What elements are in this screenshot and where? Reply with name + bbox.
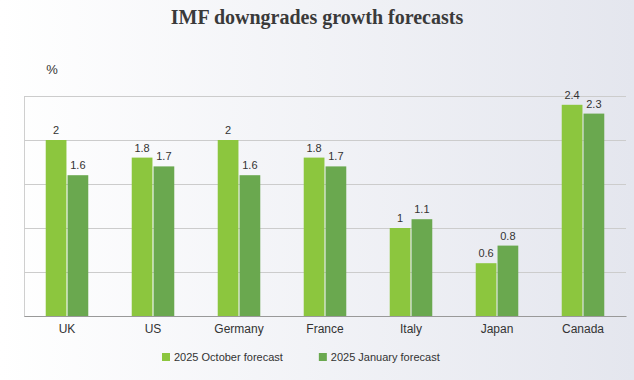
x-tick: Canada bbox=[562, 316, 604, 336]
x-tick-label: US bbox=[145, 322, 162, 336]
data-label: 2 bbox=[53, 124, 59, 136]
x-tick-label: France bbox=[306, 322, 344, 336]
y-tick bbox=[24, 96, 626, 97]
legend-swatch bbox=[319, 353, 327, 361]
grid-line bbox=[24, 96, 626, 97]
grid-line bbox=[24, 184, 626, 185]
bar bbox=[68, 175, 89, 316]
bar bbox=[132, 158, 153, 316]
legend-item: 2025 October forecast bbox=[162, 351, 283, 363]
data-label: 1.6 bbox=[242, 159, 257, 171]
x-tick: Japan bbox=[481, 316, 514, 336]
bar bbox=[412, 219, 433, 316]
y-tick bbox=[24, 272, 626, 273]
bar bbox=[154, 166, 175, 316]
bar bbox=[326, 166, 347, 316]
chart: IMF downgrades growth forecasts 2 1.8 2 1.8 1… bbox=[0, 0, 634, 380]
data-labels: 2 1.8 2 1.8 1 0.6 2.4 1.6 1.7 1.6 1.7 1.1 0.8 2.3 bbox=[53, 89, 602, 259]
title: IMF downgrades growth forecasts bbox=[171, 6, 464, 29]
data-label: 2.3 bbox=[586, 98, 601, 110]
y-axis-line bbox=[25, 97, 627, 317]
grid-line bbox=[24, 228, 626, 229]
data-label: 1.7 bbox=[156, 150, 171, 162]
data-label: 2.4 bbox=[564, 89, 579, 101]
legend-label: 2025 October forecast bbox=[174, 351, 283, 363]
data-label: 0.6 bbox=[478, 247, 493, 259]
y-axis bbox=[24, 97, 626, 317]
data-label: 1 bbox=[397, 212, 403, 224]
y-label: % bbox=[46, 62, 58, 77]
grid-line bbox=[24, 272, 626, 273]
data-label: 0.8 bbox=[500, 230, 515, 242]
y-tick bbox=[24, 228, 626, 229]
x-tick: UK bbox=[59, 316, 76, 336]
bar bbox=[218, 140, 239, 316]
plot: 2 1.8 2 1.8 1 0.6 2.4 1.6 1.7 1.6 1.7 1.1 0.8 2.3 UK US… bbox=[24, 89, 627, 336]
data-label: 1.8 bbox=[134, 142, 149, 154]
y-tick bbox=[24, 316, 626, 317]
bars bbox=[46, 105, 605, 316]
data-label: 1.1 bbox=[414, 203, 429, 215]
x-axis: UK US Germany France Italy Japan Canada bbox=[25, 316, 627, 336]
legend-label: 2025 January forecast bbox=[331, 351, 440, 363]
data-label: 1.6 bbox=[70, 159, 85, 171]
x-tick-label: Canada bbox=[562, 322, 604, 336]
data-label: 2 bbox=[225, 124, 231, 136]
x-axis-line bbox=[25, 316, 627, 317]
x-tick-label: UK bbox=[59, 322, 76, 336]
legend-item: 2025 January forecast bbox=[319, 351, 440, 363]
bar bbox=[584, 114, 605, 316]
bar bbox=[390, 228, 411, 316]
legend-swatch bbox=[162, 353, 170, 361]
bar bbox=[46, 140, 67, 316]
grid-line bbox=[24, 316, 626, 317]
legend: 2025 October forecast 2025 January foreca… bbox=[162, 351, 440, 363]
x-tick: US bbox=[145, 316, 162, 336]
x-tick: Germany bbox=[214, 316, 263, 336]
grid-line bbox=[24, 140, 626, 141]
background bbox=[0, 0, 634, 380]
x-tick: France bbox=[306, 316, 344, 336]
x-tick-label: Japan bbox=[481, 322, 514, 336]
bar bbox=[498, 246, 519, 316]
bar bbox=[304, 158, 325, 316]
data-label: 1.8 bbox=[306, 142, 321, 154]
x-tick-label: Italy bbox=[400, 322, 422, 336]
bar bbox=[240, 175, 261, 316]
x-tick-label: Germany bbox=[214, 322, 263, 336]
x-tick: Italy bbox=[400, 316, 422, 336]
y-tick bbox=[24, 184, 626, 185]
data-label: 1.7 bbox=[328, 150, 343, 162]
y-tick bbox=[24, 140, 626, 141]
bar bbox=[562, 105, 583, 316]
bar bbox=[476, 263, 497, 316]
